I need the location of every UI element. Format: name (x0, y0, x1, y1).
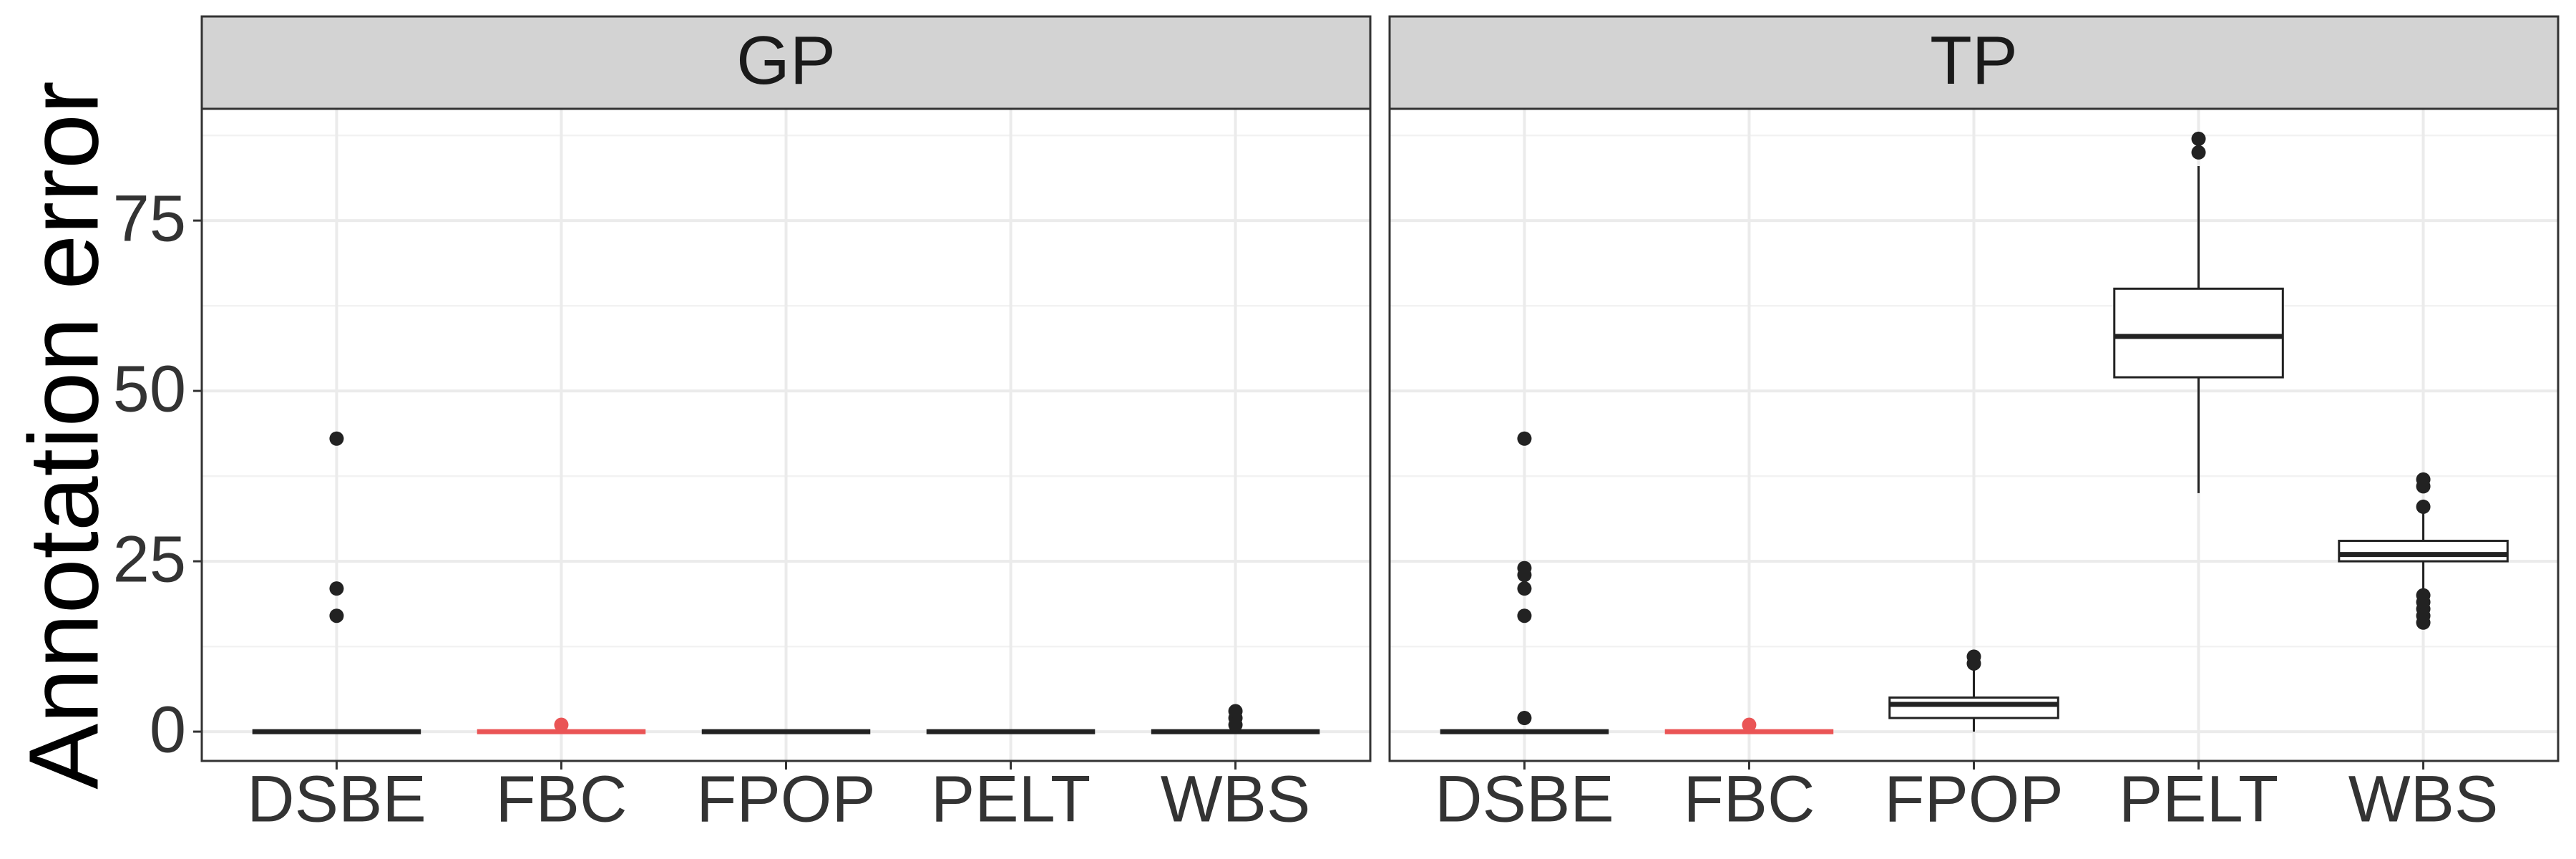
y-axis-label: Annotation error (9, 81, 119, 790)
x-tick-label: FPOP (696, 762, 875, 835)
x-tick-label: DSBE (1435, 762, 1614, 835)
outlier (1517, 431, 1532, 446)
x-tick-label: FPOP (1884, 762, 2063, 835)
outlier (2416, 472, 2431, 487)
x-tick-label: PELT (931, 762, 1091, 835)
outlier (329, 431, 344, 446)
x-tick-label: FBC (1683, 762, 1815, 835)
outlier (2191, 131, 2206, 146)
x-tick-label: WBS (2348, 762, 2499, 835)
outlier (329, 581, 344, 596)
box (1888, 696, 2059, 719)
x-tick-label: PELT (2119, 762, 2278, 835)
outlier (1966, 649, 1981, 664)
box (2113, 287, 2284, 379)
strip (200, 15, 1372, 110)
x-tick-label: WBS (1161, 762, 1311, 835)
y-tick-label: 75 (113, 182, 186, 255)
outlier (1228, 704, 1243, 719)
outlier (329, 608, 344, 623)
strip-title: TP (1930, 22, 2018, 99)
box (2338, 540, 2509, 563)
y-tick-label: 25 (113, 523, 186, 596)
strip (1388, 15, 2560, 110)
outlier (554, 717, 569, 732)
strip-title: GP (736, 22, 836, 99)
outlier (2191, 145, 2206, 160)
outlier (2416, 588, 2431, 603)
x-tick-label: FBC (495, 762, 627, 835)
y-tick-label: 50 (113, 352, 186, 425)
x-tick-label: DSBE (247, 762, 426, 835)
outlier (1517, 608, 1532, 623)
outlier (2416, 499, 2431, 514)
outlier (1517, 581, 1532, 596)
outlier (1517, 711, 1532, 726)
y-tick-label: 0 (150, 693, 186, 766)
outlier (1742, 717, 1757, 732)
outlier (1517, 568, 1532, 583)
